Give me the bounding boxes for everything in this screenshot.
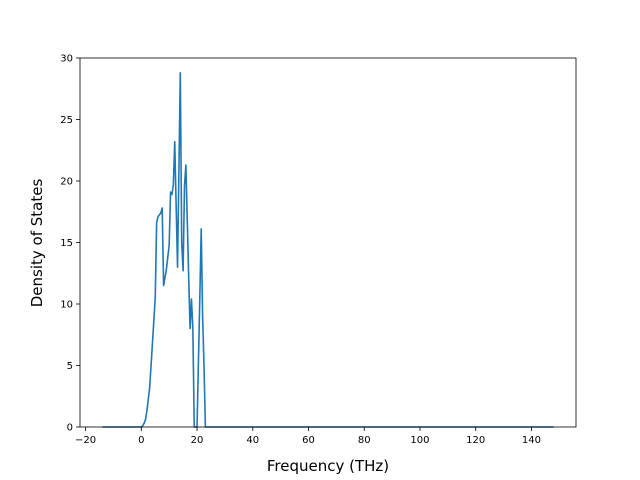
plot-frame — [79, 57, 577, 428]
y-tick-label: 20 — [60, 177, 73, 188]
x-tick-label: 100 — [410, 435, 429, 446]
y-tick-label: 0 — [67, 423, 73, 434]
x-tick-label: 80 — [358, 435, 371, 446]
x-tick-label: 40 — [246, 435, 259, 446]
plot-area — [79, 57, 577, 428]
y-axis-label: Density of States — [28, 179, 46, 308]
dos-series-line — [102, 71, 554, 428]
y-tick-label: 25 — [60, 115, 73, 126]
x-tick-label: 20 — [191, 435, 204, 446]
x-tick-label: 120 — [466, 435, 485, 446]
x-tick-label: 60 — [302, 435, 315, 446]
x-tick-label: 140 — [522, 435, 541, 446]
y-tick-label: 15 — [60, 238, 73, 249]
x-tick-label: −20 — [75, 435, 96, 446]
x-tick-label: 0 — [138, 435, 144, 446]
x-axis-label: Frequency (THz) — [267, 457, 389, 475]
y-tick-label: 30 — [60, 54, 73, 65]
y-tick-label: 5 — [67, 361, 73, 372]
y-tick-label: 10 — [60, 300, 73, 311]
